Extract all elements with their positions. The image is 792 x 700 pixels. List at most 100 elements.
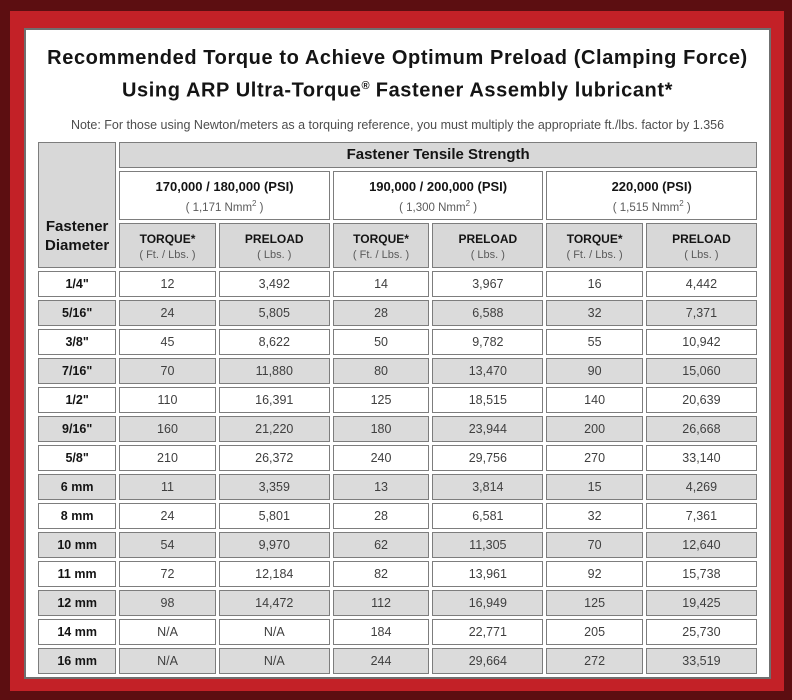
- torque-label: TORQUE*: [566, 231, 623, 246]
- table-row: 5/8" 210 26,372 240 29,756 270 33,140: [38, 444, 757, 471]
- corner-header-line-2: Diameter: [45, 236, 110, 254]
- preload-value-cell: 26,372: [218, 444, 330, 471]
- torque-label: TORQUE*: [353, 231, 409, 246]
- table-row: 1/2" 110 16,391 125 18,515 140 20,639: [38, 386, 757, 413]
- preload-value-cell: 16,949: [432, 589, 544, 616]
- preload-column-header-3: PRELOAD ( Lbs. ): [645, 222, 757, 268]
- torque-value-cell: 12: [119, 270, 216, 297]
- preload-value-cell: 13,470: [432, 357, 544, 384]
- torque-value-cell: 244: [332, 647, 430, 674]
- preload-value-cell: 29,756: [432, 444, 544, 471]
- preload-value-cell: 4,269: [645, 473, 757, 500]
- diameter-cell: 8 mm: [38, 502, 117, 529]
- preload-value-cell: 13,961: [432, 560, 544, 587]
- torque-value-cell: 210: [119, 444, 216, 471]
- torque-value-cell: 45: [119, 328, 216, 355]
- torque-spec-table: Fastener Diameter Fastener Tensile Stren…: [35, 138, 760, 677]
- preload-value-cell: 3,492: [218, 270, 330, 297]
- red-border-frame: Recommended Torque to Achieve Optimum Pr…: [10, 11, 784, 691]
- note-text: Note: For those using Newton/meters as a…: [70, 117, 725, 132]
- page-title: Recommended Torque to Achieve Optimum Pr…: [35, 44, 760, 105]
- table-row: 14 mm N/A N/A 184 22,771 205 25,730: [38, 618, 757, 645]
- table-row: 10 mm 54 9,970 62 11,305 70 12,640: [38, 531, 757, 558]
- torque-unit: ( Ft. / Lbs. ): [352, 248, 410, 261]
- psi-group-1-nmm: ( 1,171 Nmm2 ): [120, 199, 329, 214]
- preload-value-cell: 4,442: [645, 270, 757, 297]
- torque-value-cell: 16: [546, 270, 643, 297]
- torque-value-cell: 110: [119, 386, 216, 413]
- torque-value-cell: 11: [119, 473, 216, 500]
- diameter-cell: 7/16": [38, 357, 117, 384]
- diameter-cell: 16 mm: [38, 647, 117, 674]
- nmm-text: ( 1,171 Nmm: [185, 202, 253, 215]
- torque-value-cell: 92: [546, 560, 643, 587]
- preload-value-cell: 7,371: [645, 299, 757, 326]
- torque-value-cell: 14: [332, 270, 430, 297]
- preload-value-cell: 9,782: [432, 328, 544, 355]
- torque-value-cell: 70: [546, 531, 643, 558]
- preload-value-cell: 3,967: [432, 270, 544, 297]
- torque-value-cell: 13: [332, 473, 430, 500]
- table-row: 6 mm 11 3,359 13 3,814 15 4,269: [38, 473, 757, 500]
- preload-value-cell: 7,361: [645, 502, 757, 529]
- torque-value-cell: 125: [332, 386, 430, 413]
- registered-trademark-symbol: ®: [361, 80, 370, 92]
- torque-value-cell: 240: [332, 444, 430, 471]
- diameter-cell: 1/2": [38, 386, 117, 413]
- torque-value-cell: 54: [119, 531, 216, 558]
- torque-unit: ( Ft. / Lbs. ): [566, 248, 623, 261]
- preload-value-cell: 22,771: [432, 618, 544, 645]
- title-line-2: Using ARP Ultra-Torque® Fastener Assembl…: [35, 72, 760, 105]
- preload-label: PRELOAD: [458, 231, 518, 246]
- preload-value-cell: 8,622: [218, 328, 330, 355]
- torque-unit: ( Ft. / Lbs. ): [139, 248, 196, 261]
- torque-value-cell: 140: [546, 386, 643, 413]
- preload-value-cell: 12,184: [218, 560, 330, 587]
- torque-value-cell: 62: [332, 531, 430, 558]
- torque-value-cell: 272: [546, 647, 643, 674]
- diameter-cell: 3/8": [38, 328, 117, 355]
- torque-value-cell: 98: [119, 589, 216, 616]
- preload-value-cell: 5,805: [218, 299, 330, 326]
- nmm-close: ): [470, 202, 478, 215]
- preload-value-cell: 23,944: [432, 415, 544, 442]
- torque-value-cell: N/A: [119, 618, 216, 645]
- preload-value-cell: 16,391: [218, 386, 330, 413]
- title-line-2-tail: Fastener Assembly lubricant*: [369, 79, 674, 102]
- torque-value-cell: 32: [546, 502, 643, 529]
- psi-group-row: 170,000 / 180,000 (PSI) ( 1,171 Nmm2 ) 1…: [38, 170, 757, 220]
- table-body: 1/4" 12 3,492 14 3,967 16 4,442 5/16" 24 5,805 28 6…: [38, 270, 757, 674]
- torque-value-cell: 50: [332, 328, 430, 355]
- torque-value-cell: 270: [546, 444, 643, 471]
- preload-label: PRELOAD: [244, 231, 304, 246]
- table-row: 1/4" 12 3,492 14 3,967 16 4,442: [38, 270, 757, 297]
- torque-label: TORQUE*: [139, 231, 196, 246]
- preload-value-cell: 15,738: [645, 560, 757, 587]
- preload-value-cell: 6,588: [432, 299, 544, 326]
- table-row: 12 mm 98 14,472 112 16,949 125 19,425: [38, 589, 757, 616]
- preload-column-header-1: PRELOAD ( Lbs. ): [218, 222, 330, 268]
- preload-value-cell: 18,515: [432, 386, 544, 413]
- corner-header-line-1: Fastener: [45, 217, 109, 235]
- torque-value-cell: N/A: [119, 647, 216, 674]
- preload-value-cell: 10,942: [645, 328, 757, 355]
- preload-value-cell: 21,220: [218, 415, 330, 442]
- torque-column-header-3: TORQUE* ( Ft. / Lbs. ): [546, 222, 643, 268]
- nmm-close: ): [256, 202, 264, 215]
- preload-value-cell: 19,425: [645, 589, 757, 616]
- psi-group-2: 190,000 / 200,000 (PSI) ( 1,300 Nmm2 ): [332, 170, 544, 220]
- torque-value-cell: 80: [332, 357, 430, 384]
- diameter-cell: 6 mm: [38, 473, 117, 500]
- torque-value-cell: 28: [332, 502, 430, 529]
- preload-value-cell: 3,359: [218, 473, 330, 500]
- table-row: 11 mm 72 12,184 82 13,961 92 15,738: [38, 560, 757, 587]
- torque-value-cell: 15: [546, 473, 643, 500]
- preload-unit: ( Lbs. ): [257, 248, 292, 261]
- torque-value-cell: 112: [332, 589, 430, 616]
- nmm-text: ( 1,515 Nmm: [612, 202, 680, 215]
- preload-value-cell: 9,970: [218, 531, 330, 558]
- tensile-header-row: Fastener Diameter Fastener Tensile Stren…: [38, 141, 757, 268]
- nmm-superscript: 2: [252, 199, 257, 209]
- column-header-row: TORQUE* ( Ft. / Lbs. ) PRELOAD ( Lbs. ) …: [38, 222, 757, 268]
- psi-group-3-label: 220,000 (PSI): [611, 179, 692, 195]
